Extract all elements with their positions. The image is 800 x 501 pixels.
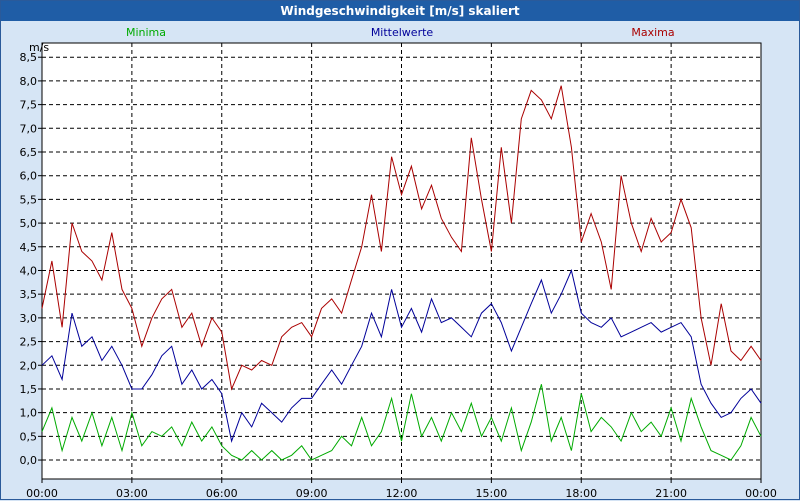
y-tick-label: 2,5 — [20, 336, 38, 349]
series-line-minima — [41, 384, 762, 461]
series-line-mittelwerte — [41, 268, 762, 443]
y-axis-label: m/s — [29, 41, 49, 54]
y-tick-label: 8,0 — [20, 75, 38, 88]
y-tick-label: 1,5 — [20, 383, 38, 396]
x-tick-time: 00:00 — [745, 487, 777, 500]
y-tick-label: 5,0 — [20, 217, 38, 230]
y-tick-label: 3,0 — [20, 312, 38, 325]
y-tick-label: 7,0 — [20, 122, 38, 135]
series-line-maxima — [41, 85, 762, 391]
x-tick-time: 00:00 — [26, 487, 58, 500]
y-tick-label: 6,0 — [20, 170, 38, 183]
x-tick-time: 15:00 — [476, 487, 508, 500]
x-tick-time: 18:00 — [565, 487, 597, 500]
x-tick-time: 09:00 — [296, 487, 328, 500]
y-axis: 0,0 0,5 1,0 1,5 2,0 2,5 3,0 3,5 4,0 4,5 5,0 5,5 6,0 6… — [20, 51, 42, 467]
y-tick-label: 7,5 — [20, 99, 38, 112]
y-tick-label: 0,0 — [20, 454, 38, 467]
y-tick-label: 2,0 — [20, 359, 38, 372]
wind-speed-chart: 0,0 0,5 1,0 1,5 2,0 2,5 3,0 3,5 4,0 4,5 5,0 5,5 6,0 6… — [20, 26, 777, 500]
series-lines — [41, 85, 762, 461]
x-tick-time: 12:00 — [386, 487, 418, 500]
x-tick-time: 06:00 — [206, 487, 238, 500]
x-axis: 00:0026.03.1503:0026.03.1506:0026.03.150… — [26, 479, 777, 500]
y-tick-label: 8,5 — [20, 51, 38, 64]
y-tick-label: 3,5 — [20, 288, 38, 301]
y-tick-label: 6,5 — [20, 146, 38, 159]
y-tick-label: 0,5 — [20, 430, 38, 443]
y-tick-label: 4,5 — [20, 241, 38, 254]
y-tick-label: 5,5 — [20, 193, 38, 206]
window-title: Windgeschwindigkeit [m/s] skaliert — [1, 1, 799, 21]
legend-mittelwerte: Mittelwerte — [371, 26, 434, 39]
x-tick-time: 03:00 — [116, 487, 148, 500]
y-tick-label: 4,0 — [20, 264, 38, 277]
legend-maxima: Maxima — [631, 26, 674, 39]
y-tick-label: 1,0 — [20, 407, 38, 420]
legend-minima: Minima — [126, 26, 166, 39]
x-tick-time: 21:00 — [655, 487, 687, 500]
